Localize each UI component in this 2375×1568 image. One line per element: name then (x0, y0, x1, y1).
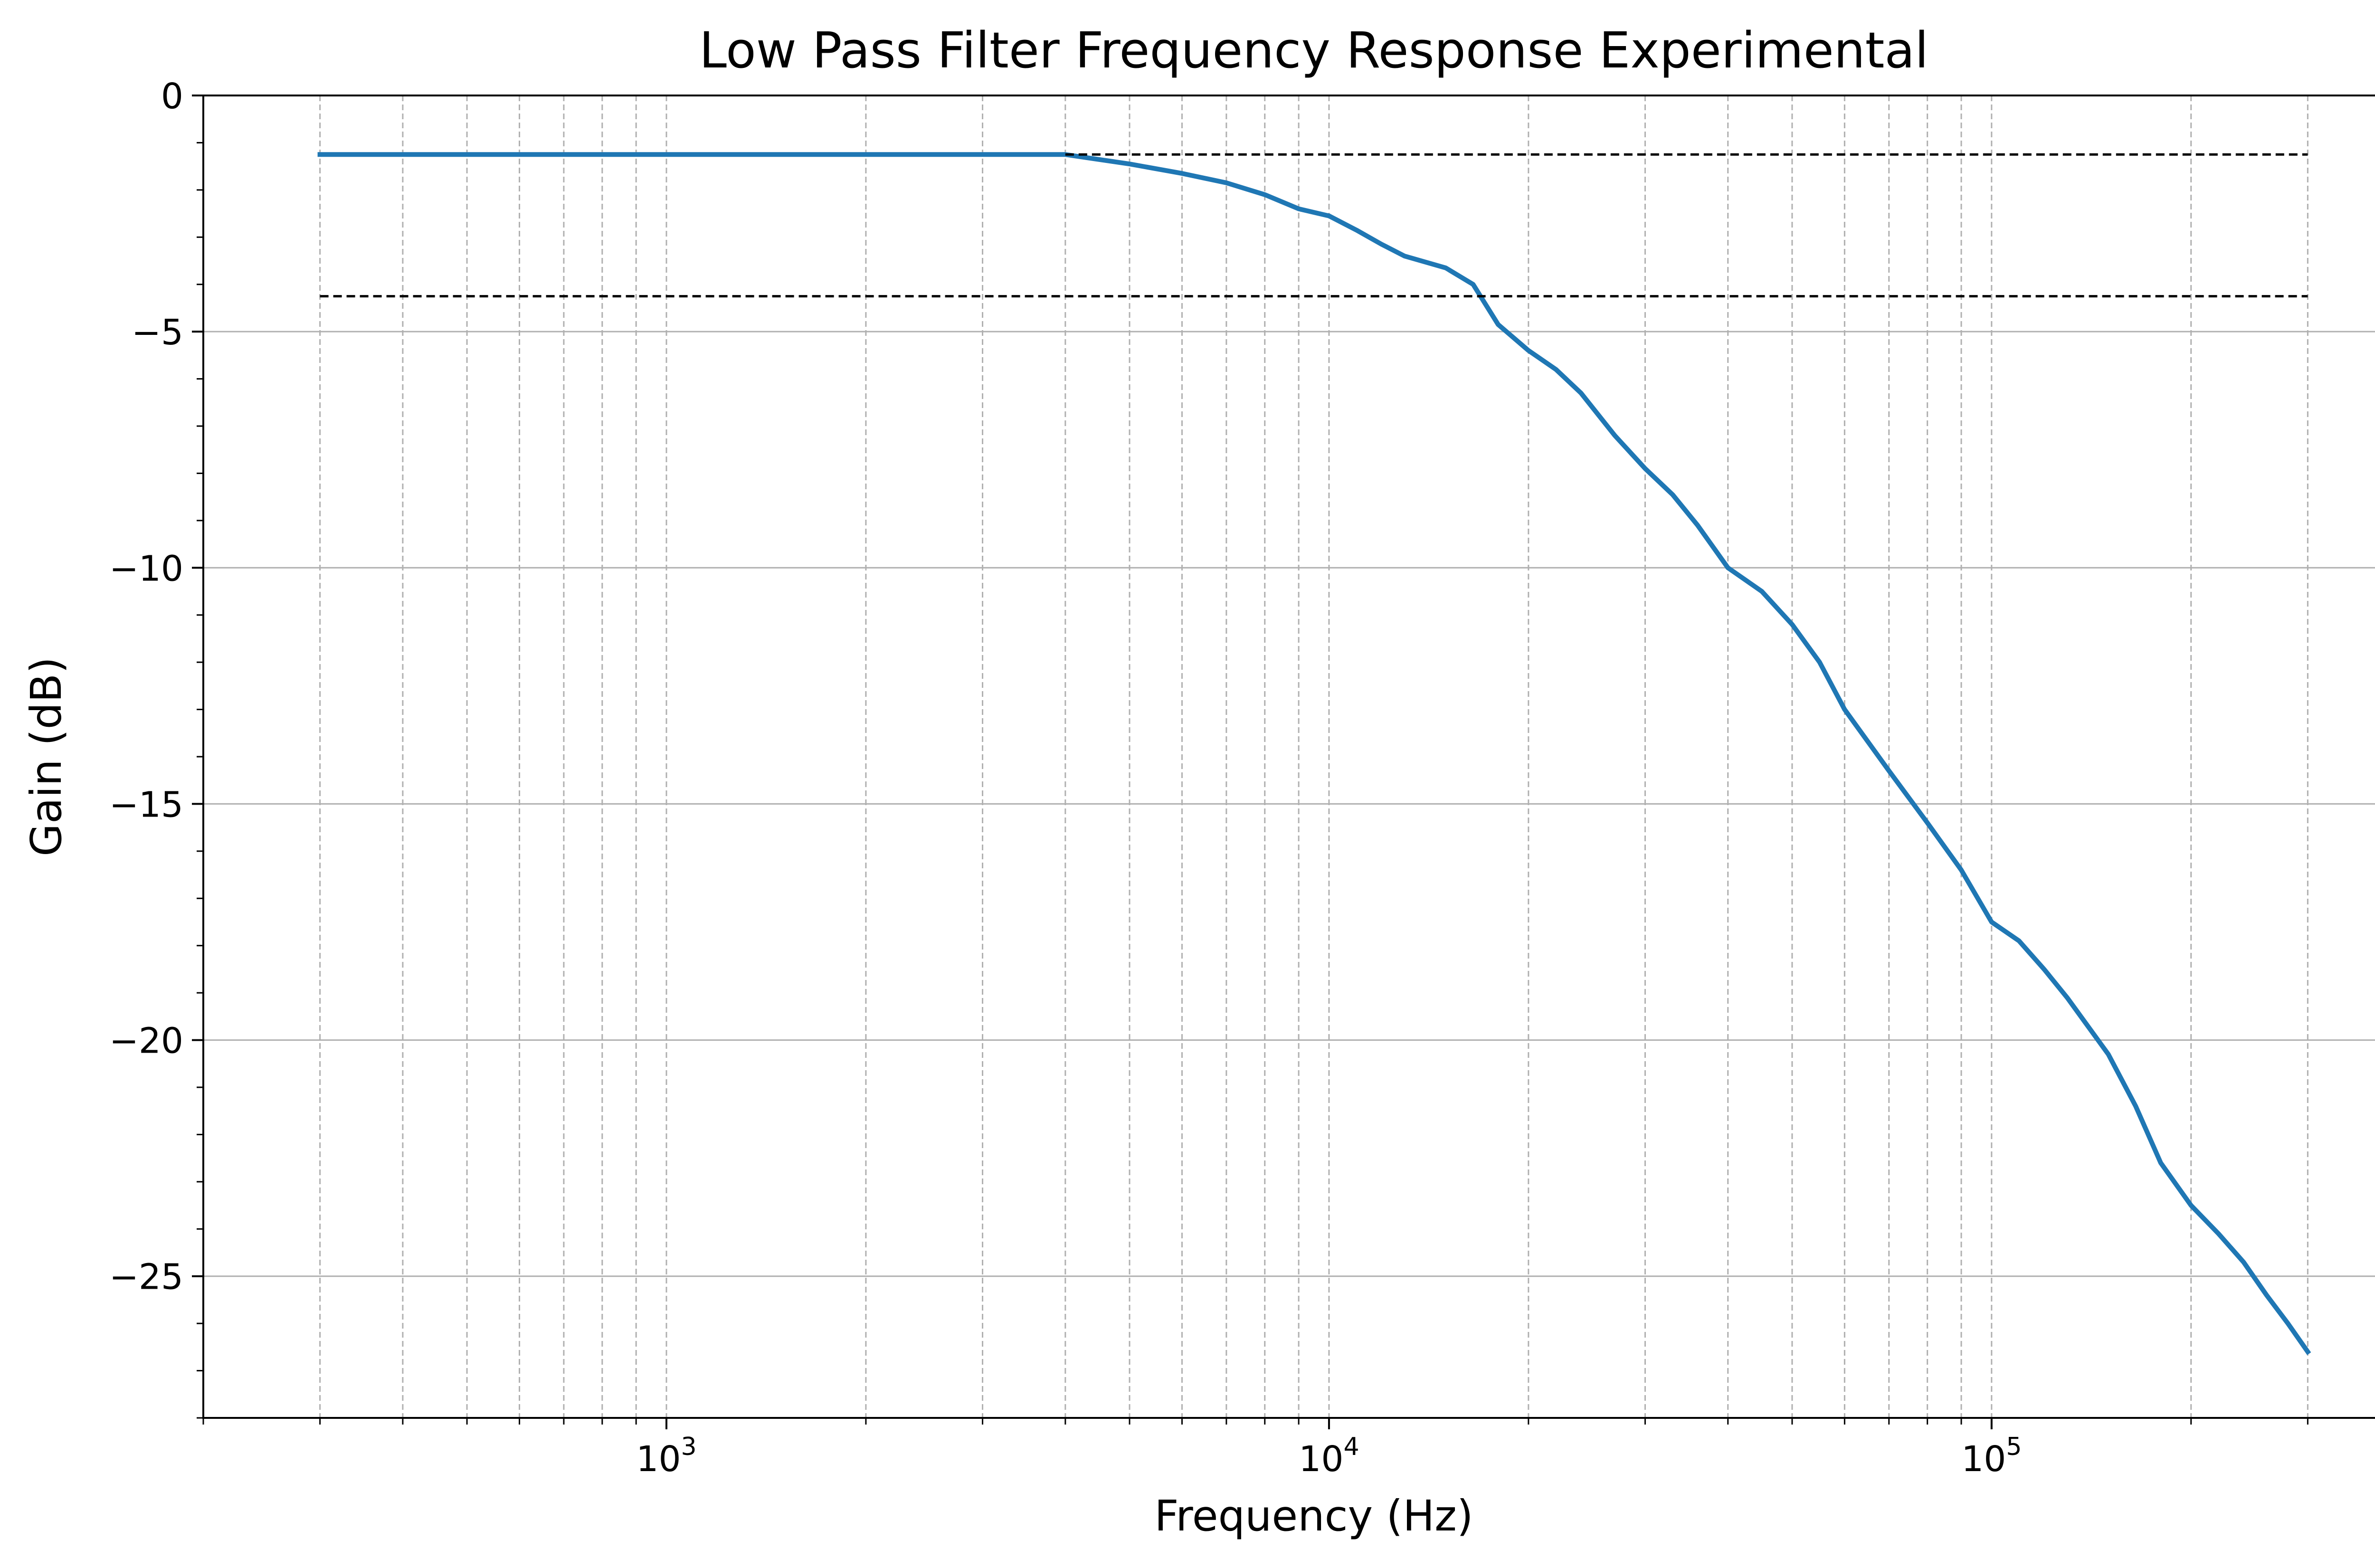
y-tick-label: 0 (161, 76, 183, 117)
y-tick-label: −20 (109, 1021, 183, 1062)
y-tick-label: −15 (109, 784, 183, 825)
y-tick-label: −5 (132, 312, 183, 353)
x-tick-label-base: 10 (636, 1439, 681, 1480)
x-axis-label: Frequency (Hz) (1154, 1491, 1473, 1540)
grid (202, 95, 2375, 1418)
series-group (317, 152, 2311, 1355)
x-tick-label: 103 (636, 1433, 696, 1480)
chart-title: Low Pass Filter Frequency Response Exper… (699, 21, 1928, 79)
x-tick-label-exponent: 3 (681, 1433, 697, 1461)
gain-curve (317, 152, 2311, 1355)
y-tick-label: −10 (109, 548, 183, 589)
y-tick-label: −25 (109, 1257, 183, 1298)
x-tick-label-exponent: 4 (1343, 1433, 1359, 1461)
y-axis-label: Gain (dB) (21, 657, 71, 856)
x-tick-label-base: 10 (1961, 1439, 2006, 1480)
x-tick-label-exponent: 5 (2006, 1433, 2022, 1461)
x-tick-label: 104 (1299, 1433, 1359, 1480)
x-tick-label: 105 (1961, 1433, 2022, 1480)
x-tick-label-base: 10 (1299, 1439, 1343, 1480)
